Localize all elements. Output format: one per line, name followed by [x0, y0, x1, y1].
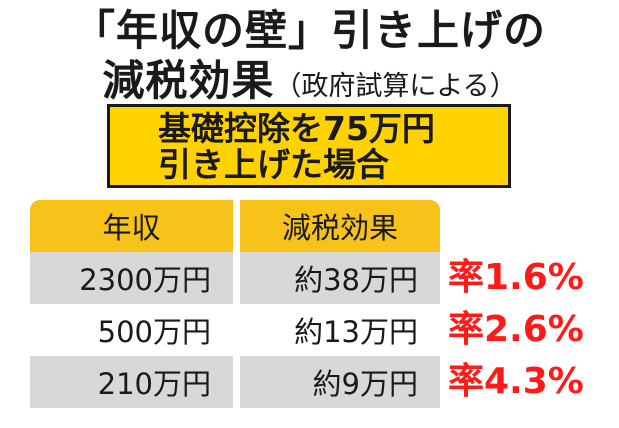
rate-label: 率1.6%	[448, 257, 584, 298]
rate-label: 率2.6%	[448, 309, 584, 350]
header-tax-effect: 減税効果	[240, 200, 440, 252]
title-line-1: 「年収の壁」引き上げの	[72, 6, 546, 55]
income-cell: 2300万円	[30, 252, 233, 304]
income-cell: 210万円	[30, 356, 233, 408]
income-cell: 500万円	[97, 315, 211, 349]
effect-cell: 約9万円	[240, 356, 440, 408]
condition-line-2: 引き上げた場合	[158, 145, 389, 184]
condition-line-1: 基礎控除を75万円	[158, 109, 435, 148]
rate-label: 率4.3%	[448, 361, 584, 402]
condition-box: 基礎控除を75万円 引き上げた場合	[107, 104, 511, 188]
header-income: 年収	[30, 200, 233, 252]
title-source-note: （政府試算による）	[274, 71, 517, 102]
effect-cell: 約13万円	[294, 315, 418, 349]
effect-cell: 約38万円	[240, 252, 440, 304]
title-main: 減税効果	[102, 56, 275, 105]
title-line-2: 減税効果（政府試算による）	[0, 56, 619, 112]
